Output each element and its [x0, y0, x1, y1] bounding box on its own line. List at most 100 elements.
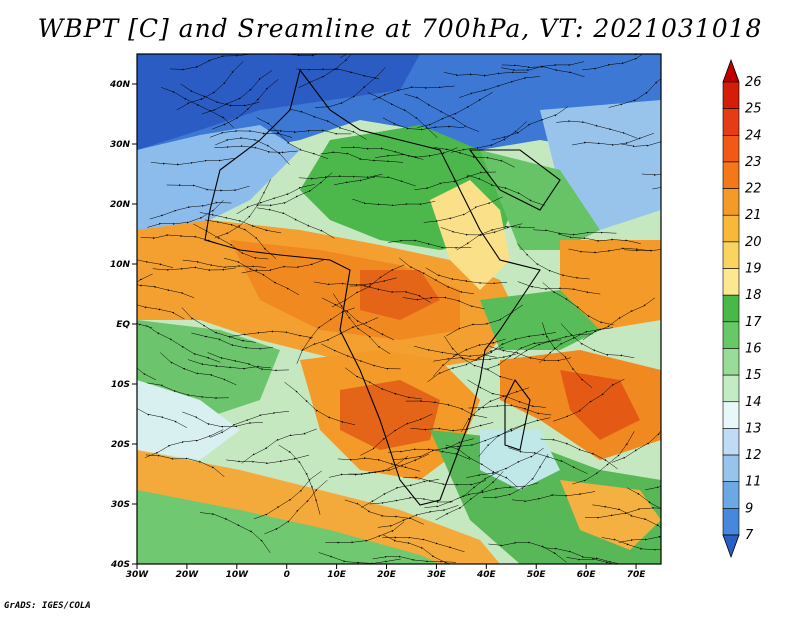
streamline: [160, 352, 237, 386]
colorbar-segment: [722, 134, 740, 163]
lat-tick-label: 30N: [110, 140, 131, 150]
colorbar-label: 22: [745, 182, 762, 197]
lon-tick-label: 20E: [377, 570, 397, 580]
streamline: [137, 281, 195, 299]
colorbar-label: 21: [745, 208, 762, 223]
streamline: [241, 428, 317, 464]
streamline: [644, 459, 661, 491]
lon-tick-label: 30W: [126, 570, 150, 580]
streamline: [626, 487, 661, 527]
lon-tick-label: 10W: [226, 570, 250, 580]
streamline: [620, 138, 661, 148]
colorbar-segment: [722, 428, 740, 456]
streamline: [566, 557, 636, 564]
streamline: [137, 303, 153, 329]
colorbar-segment: [722, 321, 740, 349]
streamline: [375, 147, 458, 159]
streamline: [414, 171, 496, 191]
colorbar-label: 15: [745, 368, 762, 383]
colorbar-label: 20: [745, 235, 762, 250]
streamline: [340, 54, 348, 58]
lat-tick-label: 10N: [110, 260, 131, 270]
streamline: [450, 121, 527, 153]
streamline: [517, 243, 590, 280]
streamline: [446, 304, 524, 337]
streamline: [288, 108, 367, 140]
streamline: [367, 92, 438, 138]
chart-title: WBPT [C] and Sreamline at 700hPa, VT: 20…: [37, 14, 763, 43]
lon-tick-label: 30E: [427, 570, 447, 580]
streamline: [433, 147, 515, 168]
streamline: [611, 421, 661, 463]
streamline: [360, 413, 433, 456]
streamline: [152, 266, 237, 272]
streamline: [137, 340, 157, 381]
streamline: [285, 54, 355, 57]
streamline: [417, 91, 493, 128]
streamline: [256, 117, 329, 160]
streamline: [253, 470, 322, 520]
streamline: [402, 296, 485, 310]
streamline: [331, 264, 405, 308]
streamline: [461, 387, 530, 433]
streamline: [210, 410, 290, 438]
colorbar-label: 23: [745, 155, 762, 170]
streamline: [223, 257, 300, 296]
credit-text: GrADS: IGES/COLA: [4, 601, 91, 611]
colorbar-segment: [722, 81, 740, 109]
colorbar-label: 9: [745, 501, 753, 516]
streamline: [352, 198, 436, 207]
colorbar-label: 26: [745, 75, 762, 90]
streamline: [512, 491, 596, 503]
lon-tick-label: 0: [284, 570, 290, 580]
lat-tick-label: 20S: [111, 440, 130, 450]
colorbar-label: 24: [745, 128, 762, 143]
colorbar-segment: [722, 374, 740, 403]
colorbar-bottom-arrow: [722, 534, 740, 559]
streamline: [571, 132, 654, 146]
streamline: [377, 505, 459, 528]
streamline: [388, 239, 472, 249]
streamline: [552, 378, 625, 422]
streamline: [557, 233, 641, 244]
streamline: [226, 454, 310, 465]
colorbar: 26 25 24 23 22 21 20 19 18 17 16 15 14 13 12 11 9 7: [722, 58, 762, 559]
lat-tick-label: 30S: [111, 500, 130, 510]
streamline: [321, 343, 401, 370]
streamline: [556, 120, 638, 139]
streamline: [332, 293, 391, 355]
streamline: [328, 455, 409, 478]
streamline: [388, 448, 471, 460]
lat-tick-label: 10S: [111, 380, 130, 390]
streamline: [399, 257, 475, 295]
lat-tick-label: 20N: [110, 200, 131, 210]
colorbar-label: 16: [745, 341, 762, 356]
lon-tick-label: 20W: [176, 570, 200, 580]
streamline: [459, 76, 541, 98]
streamline: [440, 223, 523, 237]
colorbar-label: 13: [745, 421, 762, 436]
lon-tick-label: 50E: [527, 570, 547, 580]
streamline: [382, 536, 465, 553]
streamline: [147, 199, 224, 228]
colorbar-segment: [722, 481, 740, 509]
streamline: [405, 400, 488, 418]
streamline: [623, 247, 661, 252]
streamline: [344, 367, 422, 400]
streamline: [337, 457, 421, 472]
streamline: [641, 157, 661, 176]
colorbar-segment: [722, 401, 740, 429]
streamline: [214, 145, 298, 154]
streamline: [277, 54, 281, 56]
streamline: [147, 382, 229, 400]
streamline: [608, 73, 661, 108]
lon-tick-label: 10E: [327, 570, 347, 580]
streamline: [236, 184, 315, 215]
streamline: [361, 479, 440, 508]
colorbar-label: 7: [745, 528, 754, 543]
colorbar-segment: [722, 214, 740, 243]
lat-tick-label: 40S: [110, 560, 130, 570]
latitude-axis: 40N 30N 20N 10N EQ 10S 20S 30S 40S: [109, 80, 137, 570]
colorbar-top-arrow: [722, 58, 740, 83]
